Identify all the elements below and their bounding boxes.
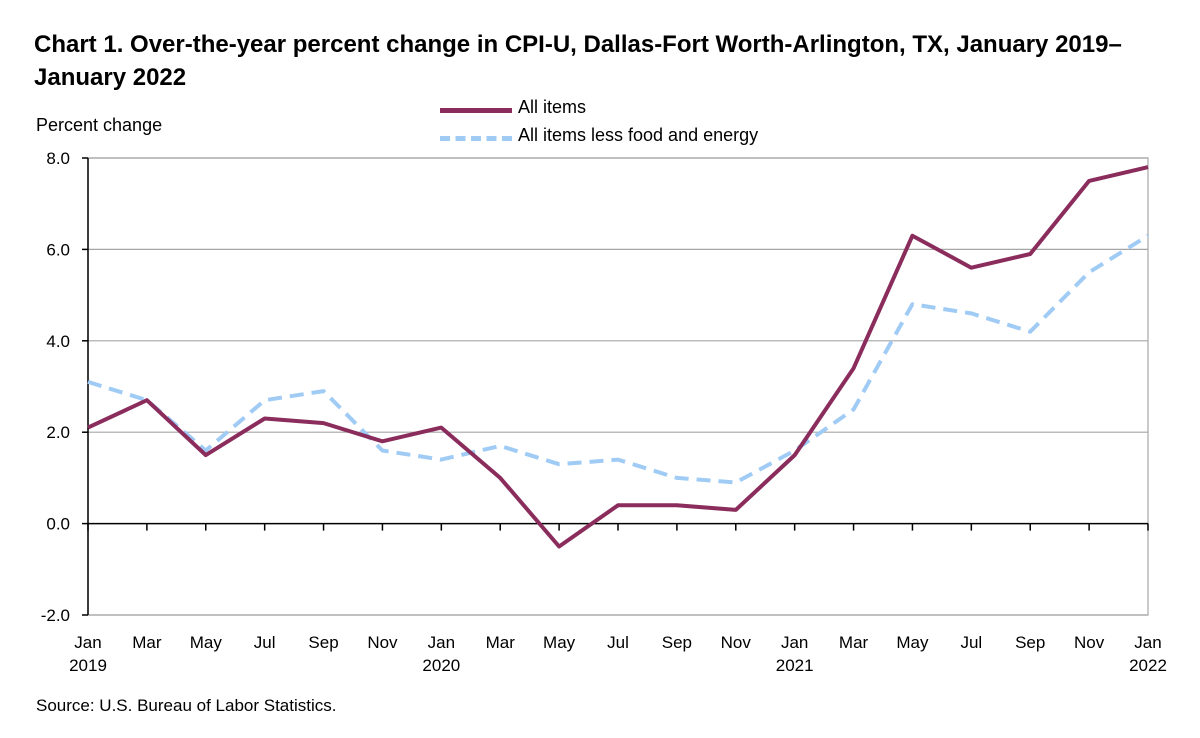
x-tick-label-month-14: May xyxy=(896,633,929,652)
x-tick-label-year-18: 2022 xyxy=(1129,656,1167,675)
y-tick-label-5: 8.0 xyxy=(46,149,70,168)
legend-label-core: All items less food and energy xyxy=(518,125,759,145)
x-tick-label-year-6: 2020 xyxy=(422,656,460,675)
x-tick-label-year-0: 2019 xyxy=(69,656,107,675)
x-tick-label-month-11: Nov xyxy=(721,633,752,652)
legend-swatch-core xyxy=(440,136,512,141)
y-tick-label-2: 2.0 xyxy=(46,423,70,442)
x-tick-label-month-2: May xyxy=(190,633,223,652)
x-tick-label-month-16: Sep xyxy=(1015,633,1045,652)
x-tick-label-month-6: Jan xyxy=(428,633,455,652)
grid-lines xyxy=(88,157,1148,616)
y-tick-label-0: -2.0 xyxy=(41,606,70,625)
x-tick-label-month-12: Jan xyxy=(781,633,808,652)
x-tick-label-month-5: Nov xyxy=(367,633,398,652)
y-axis-label: Percent change xyxy=(36,115,163,135)
x-tick-label-year-12: 2021 xyxy=(776,656,814,675)
x-tick-label-month-17: Nov xyxy=(1074,633,1105,652)
plot-frame xyxy=(87,157,1149,616)
x-tick-label-month-0: Jan xyxy=(74,633,101,652)
x-tick-label-month-13: Mar xyxy=(839,633,869,652)
series-line-core xyxy=(87,234,1150,485)
y-tick-label-3: 4.0 xyxy=(46,332,70,351)
x-tick-label-month-3: Jul xyxy=(254,633,276,652)
x-tick-label-month-18: Jan xyxy=(1134,633,1161,652)
x-tick-label-month-10: Sep xyxy=(662,633,692,652)
x-tick-label-month-8: May xyxy=(543,633,576,652)
tick-labels: -2.0 0.0 2.0 4.0 6.0 8.0 Jan 2019 Mar May Jul Sep No… xyxy=(41,149,1167,675)
legend-swatch-all-items xyxy=(440,108,512,113)
x-tick-label-month-15: Jul xyxy=(960,633,982,652)
x-tick-label-month-9: Jul xyxy=(607,633,629,652)
chart-title: Chart 1. Over-the-year percent change in… xyxy=(34,31,1122,91)
axes xyxy=(82,157,1149,616)
series-lines xyxy=(87,165,1150,549)
y-tick-label-1: 0.0 xyxy=(46,515,70,534)
legend-label-all-items: All items xyxy=(518,97,587,117)
source-note: Source: U.S. Bureau of Labor Statistics. xyxy=(36,696,337,715)
x-tick-label-month-4: Sep xyxy=(308,633,338,652)
x-tick-label-month-7: Mar xyxy=(486,633,516,652)
series-line-all-items xyxy=(87,165,1149,549)
y-tick-label-4: 6.0 xyxy=(46,240,70,259)
x-tick-label-month-1: Mar xyxy=(132,633,162,652)
